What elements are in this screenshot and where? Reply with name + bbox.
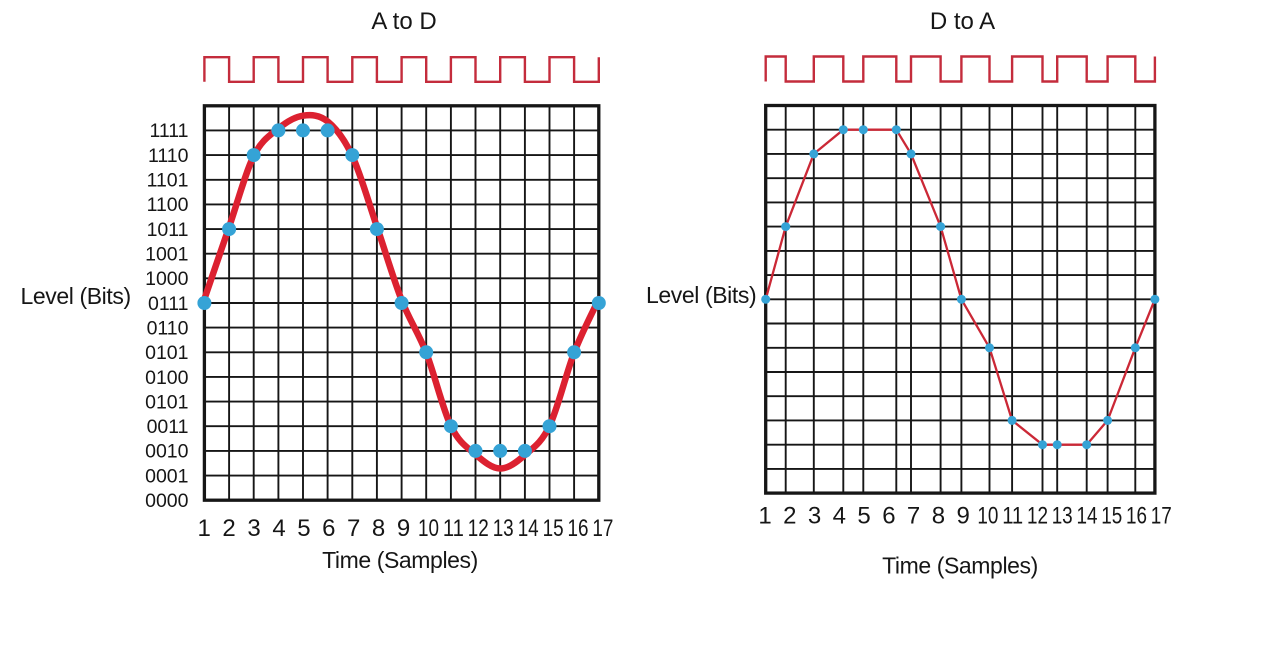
svg-text:17: 17 — [592, 515, 613, 542]
svg-text:5: 5 — [857, 503, 870, 530]
svg-text:15: 15 — [1101, 503, 1122, 530]
svg-text:6: 6 — [882, 503, 895, 530]
svg-text:12: 12 — [1027, 503, 1048, 530]
svg-text:16: 16 — [568, 515, 589, 542]
svg-text:0000: 0000 — [145, 490, 189, 512]
svg-text:D to A: D to A — [930, 8, 995, 35]
svg-text:3: 3 — [247, 515, 260, 542]
svg-text:1001: 1001 — [145, 244, 188, 266]
svg-text:0111: 0111 — [148, 293, 189, 315]
svg-text:Time (Samples): Time (Samples) — [322, 547, 478, 573]
svg-text:13: 13 — [1052, 503, 1073, 530]
svg-text:8: 8 — [932, 503, 945, 530]
svg-text:1011: 1011 — [147, 219, 189, 241]
svg-text:4: 4 — [833, 503, 846, 530]
svg-text:Time (Samples): Time (Samples) — [882, 553, 1038, 579]
svg-text:1110: 1110 — [148, 145, 189, 167]
svg-text:4: 4 — [272, 515, 285, 542]
svg-text:1100: 1100 — [147, 194, 189, 216]
svg-text:10: 10 — [977, 503, 998, 530]
svg-text:13: 13 — [493, 515, 514, 542]
svg-text:7: 7 — [907, 503, 920, 530]
svg-text:1: 1 — [198, 515, 211, 542]
svg-text:0100: 0100 — [145, 367, 189, 389]
svg-text:8: 8 — [372, 515, 385, 542]
svg-text:17: 17 — [1151, 503, 1172, 530]
svg-text:9: 9 — [397, 515, 410, 542]
svg-text:16: 16 — [1126, 503, 1147, 530]
svg-text:10: 10 — [418, 515, 439, 542]
svg-text:11: 11 — [1002, 503, 1023, 530]
svg-text:Level (Bits): Level (Bits) — [646, 282, 756, 308]
svg-text:0101: 0101 — [145, 391, 188, 413]
svg-text:11: 11 — [443, 515, 464, 542]
svg-text:5: 5 — [297, 515, 310, 542]
svg-text:2: 2 — [222, 515, 235, 542]
svg-text:14: 14 — [1077, 503, 1098, 530]
svg-text:9: 9 — [957, 503, 970, 530]
svg-text:1: 1 — [758, 503, 771, 530]
svg-text:0011: 0011 — [147, 416, 189, 438]
svg-text:0110: 0110 — [147, 317, 189, 339]
svg-text:14: 14 — [518, 515, 539, 542]
svg-text:15: 15 — [543, 515, 564, 542]
svg-text:0010: 0010 — [145, 441, 189, 463]
svg-text:0101: 0101 — [145, 342, 188, 364]
svg-text:A to D: A to D — [371, 8, 436, 35]
svg-text:2: 2 — [783, 503, 796, 530]
svg-text:3: 3 — [808, 503, 821, 530]
svg-text:1101: 1101 — [147, 170, 189, 192]
svg-text:1111: 1111 — [149, 120, 188, 142]
svg-text:12: 12 — [468, 515, 489, 542]
svg-text:Level (Bits): Level (Bits) — [21, 283, 131, 309]
svg-text:1000: 1000 — [145, 268, 189, 290]
svg-text:7: 7 — [347, 515, 360, 542]
svg-text:6: 6 — [322, 515, 335, 542]
svg-text:0001: 0001 — [145, 465, 188, 487]
